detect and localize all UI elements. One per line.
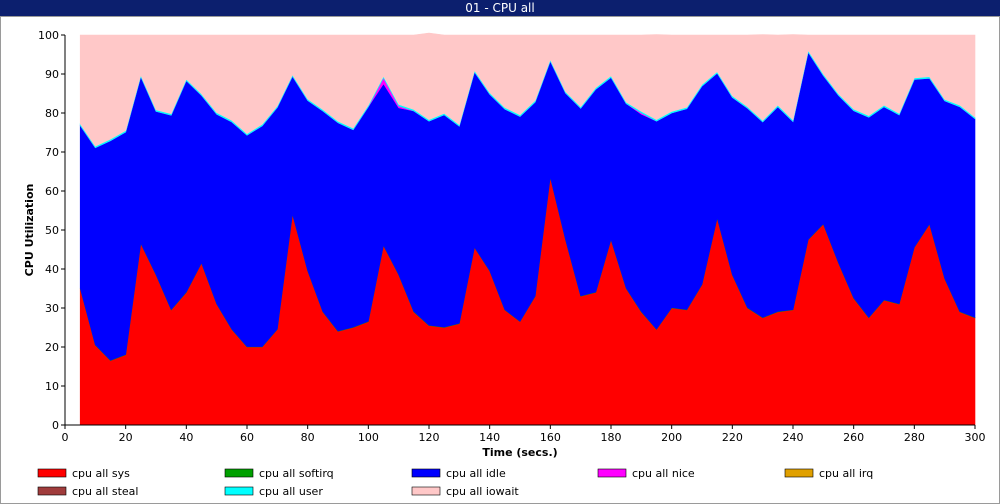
legend-swatch [411, 468, 441, 478]
chart-window-title: 01 - CPU all [0, 0, 1000, 16]
legend-swatch [224, 486, 254, 496]
y-tick-label: 70 [45, 146, 59, 159]
x-tick-label: 240 [783, 431, 804, 444]
x-tick-label: 200 [661, 431, 682, 444]
y-tick-label: 60 [45, 185, 59, 198]
y-tick-label: 100 [38, 29, 59, 42]
legend-label: cpu all sys [72, 467, 130, 480]
x-tick-label: 0 [62, 431, 69, 444]
x-tick-label: 280 [904, 431, 925, 444]
x-tick-label: 40 [179, 431, 193, 444]
y-tick-label: 40 [45, 263, 59, 276]
legend-label: cpu all idle [446, 467, 506, 480]
chart-legend: cpu all sys cpu all softirq cpu all idle cp… [37, 467, 873, 498]
chart-axes: 0 10 20 30 40 50 60 70 80 90 100 0 20 40 60 80 100 120 140… [38, 29, 986, 444]
legend-label: cpu all nice [632, 467, 695, 480]
x-tick-label: 140 [479, 431, 500, 444]
y-tick-label: 50 [45, 224, 59, 237]
y-tick-label: 80 [45, 107, 59, 120]
x-tick-label: 160 [540, 431, 561, 444]
legend-swatch [784, 468, 814, 478]
legend-label: cpu all user [259, 485, 323, 498]
area-series-cpu-all-iowait [79, 32, 976, 147]
legend-swatch [37, 486, 67, 496]
y-tick-label: 0 [52, 419, 59, 432]
x-tick-label: 20 [119, 431, 133, 444]
legend-label: cpu all irq [819, 467, 873, 480]
legend-swatch [411, 486, 441, 496]
legend-label: cpu all steal [72, 485, 138, 498]
legend-swatch [224, 468, 254, 478]
x-tick-label: 220 [722, 431, 743, 444]
y-tick-label: 10 [45, 380, 59, 393]
y-tick-label: 90 [45, 68, 59, 81]
y-tick-label: 30 [45, 302, 59, 315]
x-tick-label: 80 [301, 431, 315, 444]
stacked-areas [65, 32, 976, 426]
x-tick-label: 100 [358, 431, 379, 444]
x-tick-label: 180 [601, 431, 622, 444]
y-axis-title: CPU Utilization [23, 184, 36, 277]
legend-swatch [597, 468, 627, 478]
x-axis-title: Time (secs.) [482, 446, 557, 459]
x-tick-label: 260 [843, 431, 864, 444]
legend-label: cpu all iowait [446, 485, 519, 498]
x-tick-label: 300 [965, 431, 986, 444]
y-tick-label: 20 [45, 341, 59, 354]
legend-label: cpu all softirq [259, 467, 334, 480]
x-tick-label: 120 [419, 431, 440, 444]
x-tick-label: 60 [240, 431, 254, 444]
legend-swatch [37, 468, 67, 478]
